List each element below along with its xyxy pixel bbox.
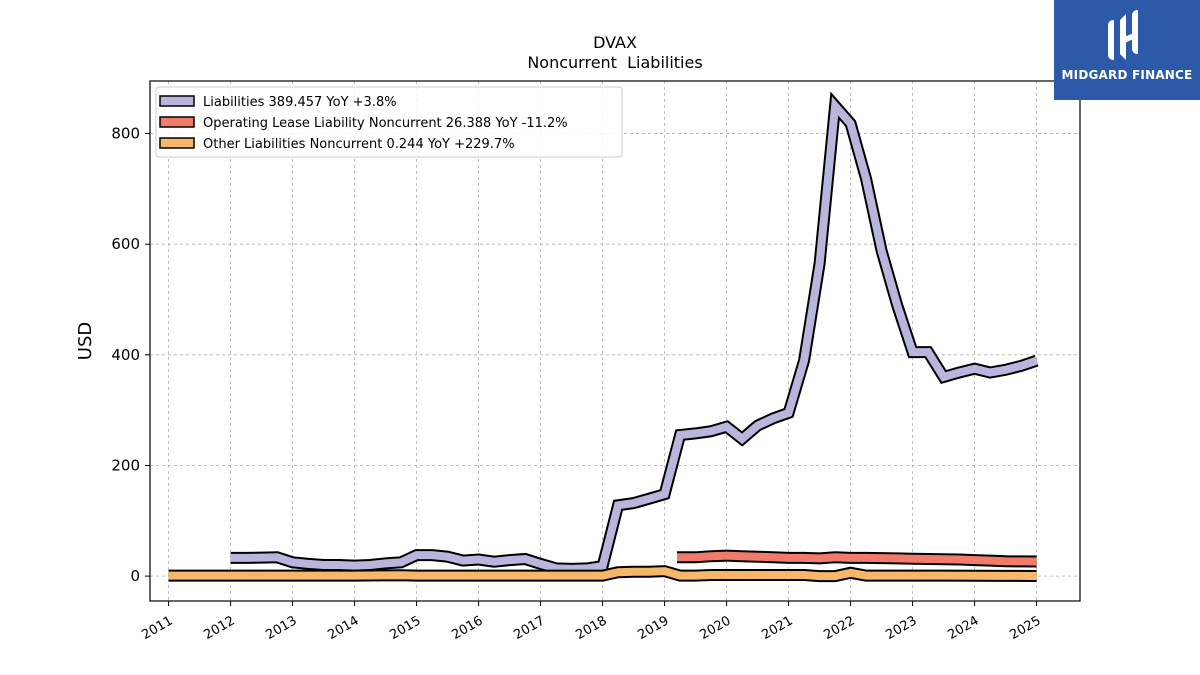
legend-entry: Operating Lease Liability Noncurrent 26.… [203, 116, 568, 131]
y-axis-label: USD [75, 322, 96, 360]
legend-swatch [159, 116, 195, 128]
midgard-logo-icon [1108, 10, 1138, 60]
legend-entry: Liabilities 389.457 YoY +3.8% [203, 95, 397, 110]
x-tick-label: 2023 [883, 613, 919, 643]
x-tick-label: 2024 [945, 613, 981, 643]
x-tick-label: 2025 [1007, 613, 1043, 643]
x-tick-label: 2022 [821, 613, 857, 643]
x-tick-label: 2017 [511, 613, 547, 643]
series-line-1 [677, 551, 1037, 566]
chart-title: DVAX [593, 33, 637, 52]
legend-entry: Other Liabilities Noncurrent 0.244 YoY +… [203, 137, 515, 152]
legend-box [155, 86, 623, 158]
x-tick-label: 2011 [139, 613, 175, 643]
series-layer [168, 91, 1039, 583]
x-tick-label: 2021 [759, 613, 795, 643]
y-tick-label: 600 [111, 235, 140, 253]
chart-subtitle: Noncurrent Liabilities [527, 53, 702, 72]
x-tick-label: 2012 [201, 613, 237, 643]
x-tick-label: 2016 [449, 613, 485, 643]
series-line-0 [230, 96, 1038, 573]
legend: Liabilities 389.457 YoY +3.8% Operating L… [155, 86, 623, 158]
legend-swatch [159, 137, 195, 149]
x-tick-label: 2014 [325, 613, 361, 643]
x-tick-label: 2018 [573, 613, 609, 643]
legend-swatch [159, 95, 195, 107]
x-tick-label: 2020 [697, 613, 733, 643]
brand-logo: MIDGARD FINANCE [1054, 0, 1200, 100]
plot-frame [149, 80, 1081, 602]
brand-name: MIDGARD FINANCE [1061, 68, 1193, 82]
series-line-2 [168, 567, 1037, 581]
y-tick-label: 200 [111, 456, 140, 474]
x-tick-label: 2019 [635, 613, 671, 643]
x-tick-label: 2013 [263, 613, 299, 643]
grid-lines [150, 81, 1080, 601]
x-tick-label: 2015 [387, 613, 423, 643]
y-tick-label: 800 [111, 125, 140, 143]
y-tick-label: 400 [111, 346, 140, 364]
y-tick-label: 0 [130, 567, 140, 585]
